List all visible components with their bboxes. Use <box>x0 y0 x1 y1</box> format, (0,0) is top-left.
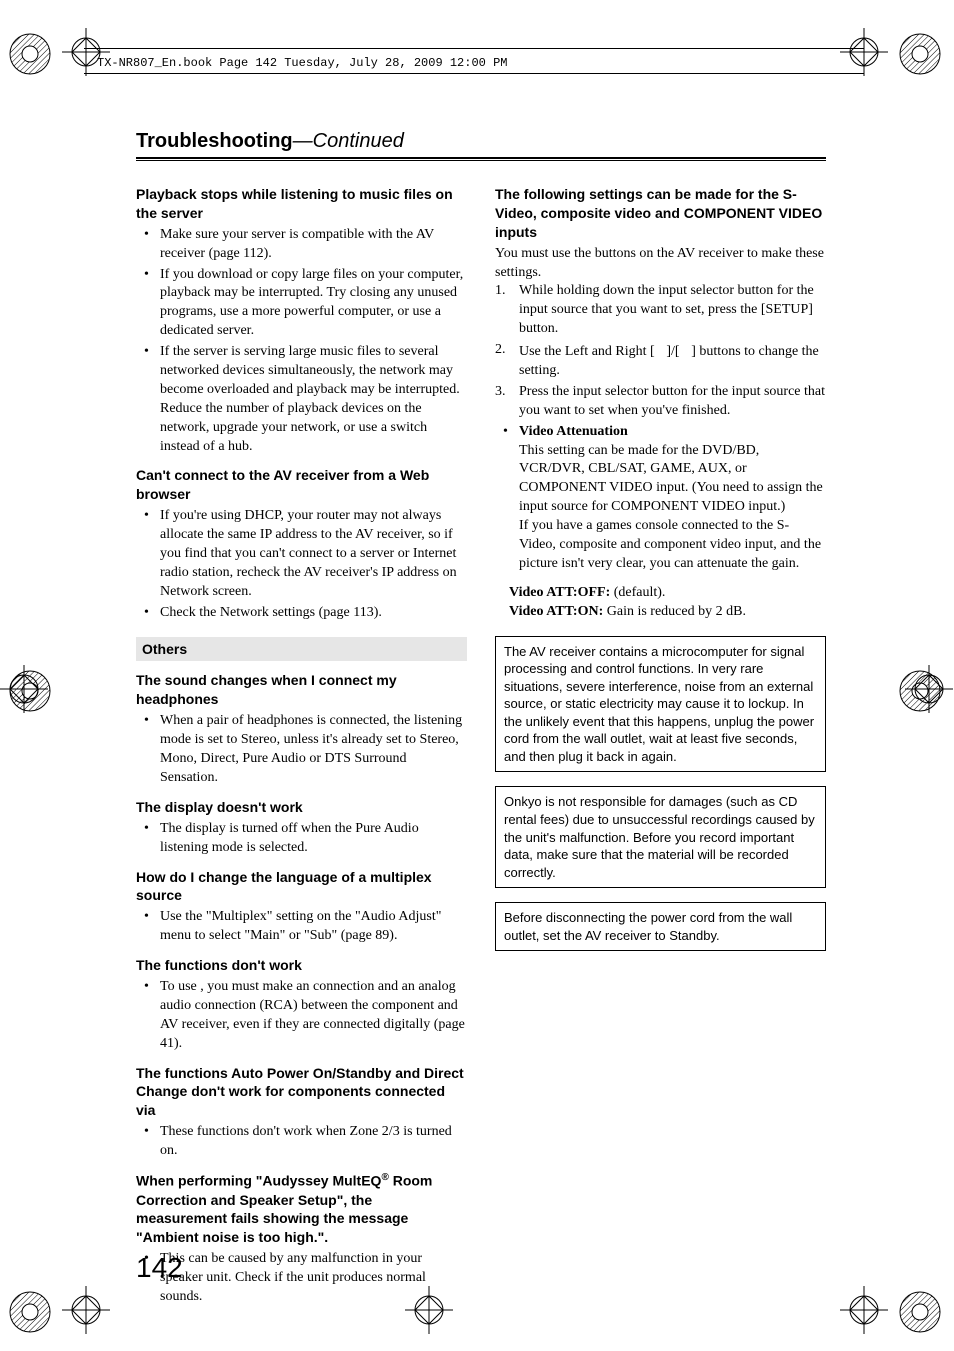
title-rule-thick <box>136 157 826 159</box>
list-item: If the server is serving large music fil… <box>150 343 467 456</box>
list-item: Check the Network settings (page 113). <box>150 604 467 623</box>
step-num: 2. <box>495 341 506 360</box>
list-item: If you download or copy large files on y… <box>150 266 467 342</box>
att-on-value: Gain is reduced by 2 dB. <box>603 604 746 619</box>
subhead-headphones: The sound changes when I connect my head… <box>136 671 467 709</box>
step-1: 1. While holding down the input selector … <box>495 282 826 339</box>
va-paragraph-1: This setting can be made for the DVD/BD,… <box>519 442 826 518</box>
video-attenuation-label: Video Attenuation <box>519 424 628 439</box>
list-item: This can be caused by any malfunction in… <box>150 1250 467 1307</box>
bullets-autopower: These functions don't work when Zone 2/3… <box>136 1123 467 1161</box>
left-arrow-icon <box>655 342 667 358</box>
att-off-label: Video ATT:OFF: <box>509 585 610 600</box>
bullets-playback: Make sure your server is compatible with… <box>136 226 467 457</box>
bullets-ri: To use , you must make an connection and… <box>136 978 467 1054</box>
va-paragraph-2: If you have a games console connected to… <box>519 517 826 574</box>
subhead-ri-functions: The functions don't work <box>136 956 467 975</box>
header-frame <box>84 48 864 74</box>
step-text: Use the Left and Right [ ]/[ ] buttons t… <box>519 344 819 378</box>
reg-mark-bl <box>8 1290 52 1334</box>
bullets-web: If you're using DHCP, your router may no… <box>136 507 467 622</box>
subhead-playback-stops: Playback stops while listening to music … <box>136 185 467 223</box>
notice-box-damages: Onkyo is not responsible for damages (su… <box>495 786 826 888</box>
reg-mark-tr <box>898 32 942 76</box>
section-others: Others <box>136 637 467 662</box>
title-main: Troubleshooting <box>136 130 293 152</box>
numbered-steps: 1. While holding down the input selector … <box>495 282 826 420</box>
left-column: Playback stops while listening to music … <box>136 185 467 1309</box>
step-text: While holding down the input selector bu… <box>519 283 814 336</box>
notice-box-standby: Before disconnecting the power cord from… <box>495 902 826 951</box>
registered-mark: ® <box>381 1172 388 1183</box>
list-item: If you're using DHCP, your router may no… <box>150 507 467 601</box>
subhead-multiplex: How do I change the language of a multip… <box>136 868 467 906</box>
att-off-value: (default). <box>610 585 665 600</box>
bullets-headphones: When a pair of headphones is connected, … <box>136 712 467 788</box>
list-item: Make sure your server is compatible with… <box>150 226 467 264</box>
notice-box-lockup: The AV receiver contains a microcomputer… <box>495 636 826 773</box>
subhead-web-browser: Can't connect to the AV receiver from a … <box>136 466 467 504</box>
intro-text: You must use the buttons on the AV recei… <box>495 245 826 283</box>
list-item: These functions don't work when Zone 2/3… <box>150 1123 467 1161</box>
page-number: 142 <box>136 1252 183 1284</box>
list-item: The display is turned off when the Pure … <box>150 820 467 858</box>
audyssey-text-a: When performing "Audyssey MultEQ <box>136 1173 381 1189</box>
step-num: 3. <box>495 383 506 402</box>
subhead-autopower: The functions Auto Power On/Standby and … <box>136 1064 467 1121</box>
att-on-line: Video ATT:ON: Gain is reduced by 2 dB. <box>495 603 826 622</box>
crosshair-ml <box>0 665 48 713</box>
subhead-video-inputs: The following settings can be made for t… <box>495 185 826 242</box>
bullets-multiplex: Use the "Multiplex" setting on the "Audi… <box>136 908 467 946</box>
title-continued: —Continued <box>293 130 404 152</box>
step-3: 3. Press the input selector button for th… <box>495 383 826 421</box>
bullets-video-att: Video Attenuation This setting can be ma… <box>495 423 826 574</box>
step-text: Press the input selector button for the … <box>519 384 825 418</box>
reg-mark-tl <box>8 32 52 76</box>
page-title: Troubleshooting—Continued <box>136 130 826 153</box>
list-item: To use , you must make an connection and… <box>150 978 467 1054</box>
list-item: Use the "Multiplex" setting on the "Audi… <box>150 908 467 946</box>
list-item: When a pair of headphones is connected, … <box>150 712 467 788</box>
step-2: 2. Use the Left and Right [ ]/[ ] buttons… <box>495 341 826 381</box>
bullets-display: The display is turned off when the Pure … <box>136 820 467 858</box>
page-content: Troubleshooting—Continued Playback stops… <box>136 130 826 1309</box>
right-column: The following settings can be made for t… <box>495 185 826 1309</box>
reg-mark-br <box>898 1290 942 1334</box>
crosshair-bl <box>62 1286 110 1334</box>
att-off-line: Video ATT:OFF: (default). <box>495 584 826 603</box>
right-arrow-icon <box>680 342 692 358</box>
two-column-layout: Playback stops while listening to music … <box>136 185 826 1309</box>
list-item: Video Attenuation This setting can be ma… <box>509 423 826 574</box>
step-num: 1. <box>495 282 506 301</box>
att-on-label: Video ATT:ON: <box>509 604 603 619</box>
title-rule-thin <box>136 160 826 161</box>
crosshair-br <box>840 1286 888 1334</box>
crosshair-mr <box>905 665 953 713</box>
bullets-audyssey: This can be caused by any malfunction in… <box>136 1250 467 1307</box>
subhead-display: The display doesn't work <box>136 798 467 817</box>
subhead-audyssey: When performing "Audyssey MultEQ® Room C… <box>136 1171 467 1247</box>
